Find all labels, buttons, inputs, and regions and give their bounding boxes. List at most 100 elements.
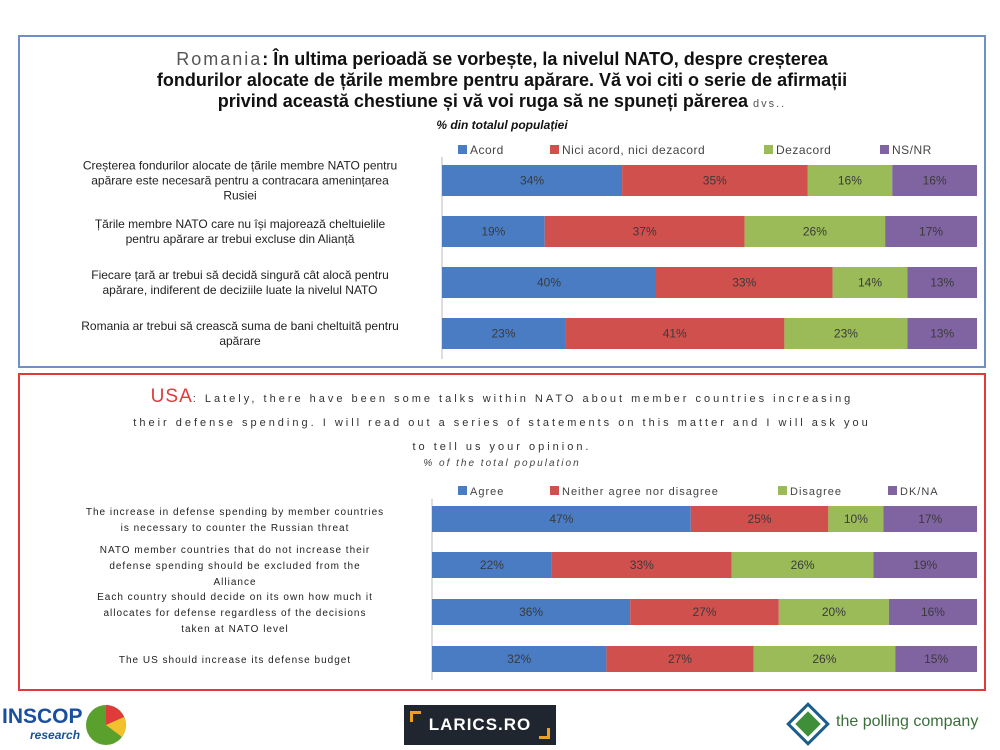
ro-bar	[544, 216, 745, 247]
usa-question-text: Lately, there have been some talks withi…	[133, 393, 871, 453]
us-bar	[888, 599, 977, 625]
ro-data-label: 13%	[930, 327, 954, 341]
ro-bar	[784, 318, 908, 349]
usa-panel: USA: Lately, there have been some talks …	[18, 373, 986, 691]
ro-data-label: 17%	[919, 225, 943, 239]
ro-bar	[885, 216, 977, 247]
us-category-label: The increase in defense spending by memb…	[86, 507, 384, 534]
us-legend-label: Disagree	[790, 486, 842, 498]
ro-data-label: 23%	[834, 327, 858, 341]
us-bar	[630, 599, 779, 625]
romania-panel: Romania: În ultima perioadă se vorbește,…	[18, 35, 986, 368]
ro-legend-swatch	[458, 145, 467, 154]
ro-data-label: 13%	[930, 276, 954, 290]
inscop-logo-text: INSCOP	[2, 705, 83, 728]
us-category-label: Each country should decide on its own ho…	[97, 592, 373, 635]
ro-bar	[565, 318, 785, 349]
polling-logo-inner	[795, 711, 821, 737]
romania-question-tail: dvs..	[753, 98, 787, 110]
larics-logo-bracket-right	[539, 728, 550, 739]
us-bar	[432, 599, 631, 625]
us-data-label: 26%	[791, 558, 815, 572]
ro-data-label: 14%	[858, 276, 882, 290]
ro-data-label: 37%	[633, 225, 657, 239]
us-data-label: 10%	[844, 512, 868, 526]
ro-bar	[907, 267, 977, 298]
us-bar	[753, 646, 896, 672]
us-bar	[731, 552, 874, 578]
polling-company-logo: the polling company	[786, 700, 996, 748]
ro-bar	[442, 216, 545, 247]
us-data-label: 16%	[921, 605, 945, 619]
romania-chart: Acord Nici acord, nici dezacord Dezacord NS…	[81, 143, 977, 359]
ro-data-label: 19%	[481, 225, 505, 239]
us-data-label: 15%	[924, 652, 948, 666]
ro-legend-label: Acord	[470, 143, 504, 157]
ro-category-label: Romania ar trebui să crească suma de ban…	[81, 319, 399, 348]
us-legend-swatch	[778, 486, 787, 495]
ro-legend-label: Dezacord	[776, 143, 831, 157]
us-data-label: 22%	[480, 558, 504, 572]
us-legend-label: Neither agree nor disagree	[562, 486, 719, 498]
us-data-label: 19%	[913, 558, 937, 572]
us-data-label: 33%	[630, 558, 654, 572]
ro-data-label: 34%	[520, 174, 544, 188]
us-bar	[432, 646, 607, 672]
ro-legend-swatch	[550, 145, 559, 154]
us-data-label: 47%	[549, 512, 573, 526]
ro-bar	[442, 267, 656, 298]
us-category-label: NATO member countries that do not increa…	[100, 545, 371, 588]
us-legend-swatch	[888, 486, 897, 495]
romania-subtitle: % din totalul populației	[436, 118, 568, 132]
us-bar	[883, 506, 977, 532]
romania-question: Romania: În ultima perioadă se vorbește,…	[156, 49, 848, 111]
ro-legend-label: NS/NR	[892, 143, 932, 157]
ro-data-label: 40%	[537, 276, 561, 290]
us-data-label: 36%	[519, 605, 543, 619]
us-legend-swatch	[550, 486, 559, 495]
ro-data-label: 16%	[923, 174, 947, 188]
ro-bar	[622, 165, 808, 196]
us-legend-label: Agree	[470, 486, 504, 498]
inscop-logo-wedge-red	[106, 705, 124, 725]
usa-question: USA: Lately, there have been some talks …	[133, 386, 871, 453]
ro-bar	[832, 267, 908, 298]
usa-chart: Agree Neither agree nor disagree Disagree D…	[86, 486, 977, 680]
ro-data-label: 26%	[803, 225, 827, 239]
ro-data-label: 23%	[492, 327, 516, 341]
ro-bar	[656, 267, 833, 298]
romania-question-text: În ultima perioadă se vorbește, la nivel…	[156, 49, 848, 111]
ro-category-label: Țările membre NATO care nu își majorează…	[95, 217, 386, 246]
ro-bar	[442, 165, 623, 196]
usa-subtitle: % of the total population	[423, 458, 581, 469]
us-bar	[606, 646, 754, 672]
us-bar	[873, 552, 977, 578]
us-data-label: 25%	[748, 512, 772, 526]
usa-country-label: USA	[150, 386, 193, 407]
ro-category-label: Creșterea fondurilor alocate de țările m…	[83, 159, 397, 203]
ro-data-label: 41%	[663, 327, 687, 341]
us-data-label: 20%	[822, 605, 846, 619]
inscop-logo-subtext: research	[30, 728, 81, 742]
us-data-label: 32%	[507, 652, 531, 666]
ro-data-label: 35%	[703, 174, 727, 188]
us-data-label: 17%	[918, 512, 942, 526]
us-bar	[432, 552, 552, 578]
us-bar	[432, 506, 691, 532]
us-bar	[828, 506, 884, 532]
ro-legend-swatch	[764, 145, 773, 154]
ro-bar	[744, 216, 886, 247]
inscop-logo: INSCOP research	[0, 700, 130, 748]
larics-logo-bracket-left	[410, 711, 421, 722]
ro-data-label: 33%	[732, 276, 756, 290]
us-legend-label: DK/NA	[900, 486, 939, 498]
ro-bar	[907, 318, 977, 349]
polling-logo-text: the polling company	[836, 713, 979, 730]
ro-category-label: Fiecare țară ar trebui să decidă singură…	[91, 268, 389, 297]
us-data-label: 26%	[812, 652, 836, 666]
romania-country-label: Romania	[176, 49, 263, 69]
ro-legend-label: Nici acord, nici dezacord	[562, 143, 705, 157]
inscop-logo-wedge-yellow	[106, 717, 126, 737]
us-bar	[690, 506, 829, 532]
ro-data-label: 16%	[838, 174, 862, 188]
